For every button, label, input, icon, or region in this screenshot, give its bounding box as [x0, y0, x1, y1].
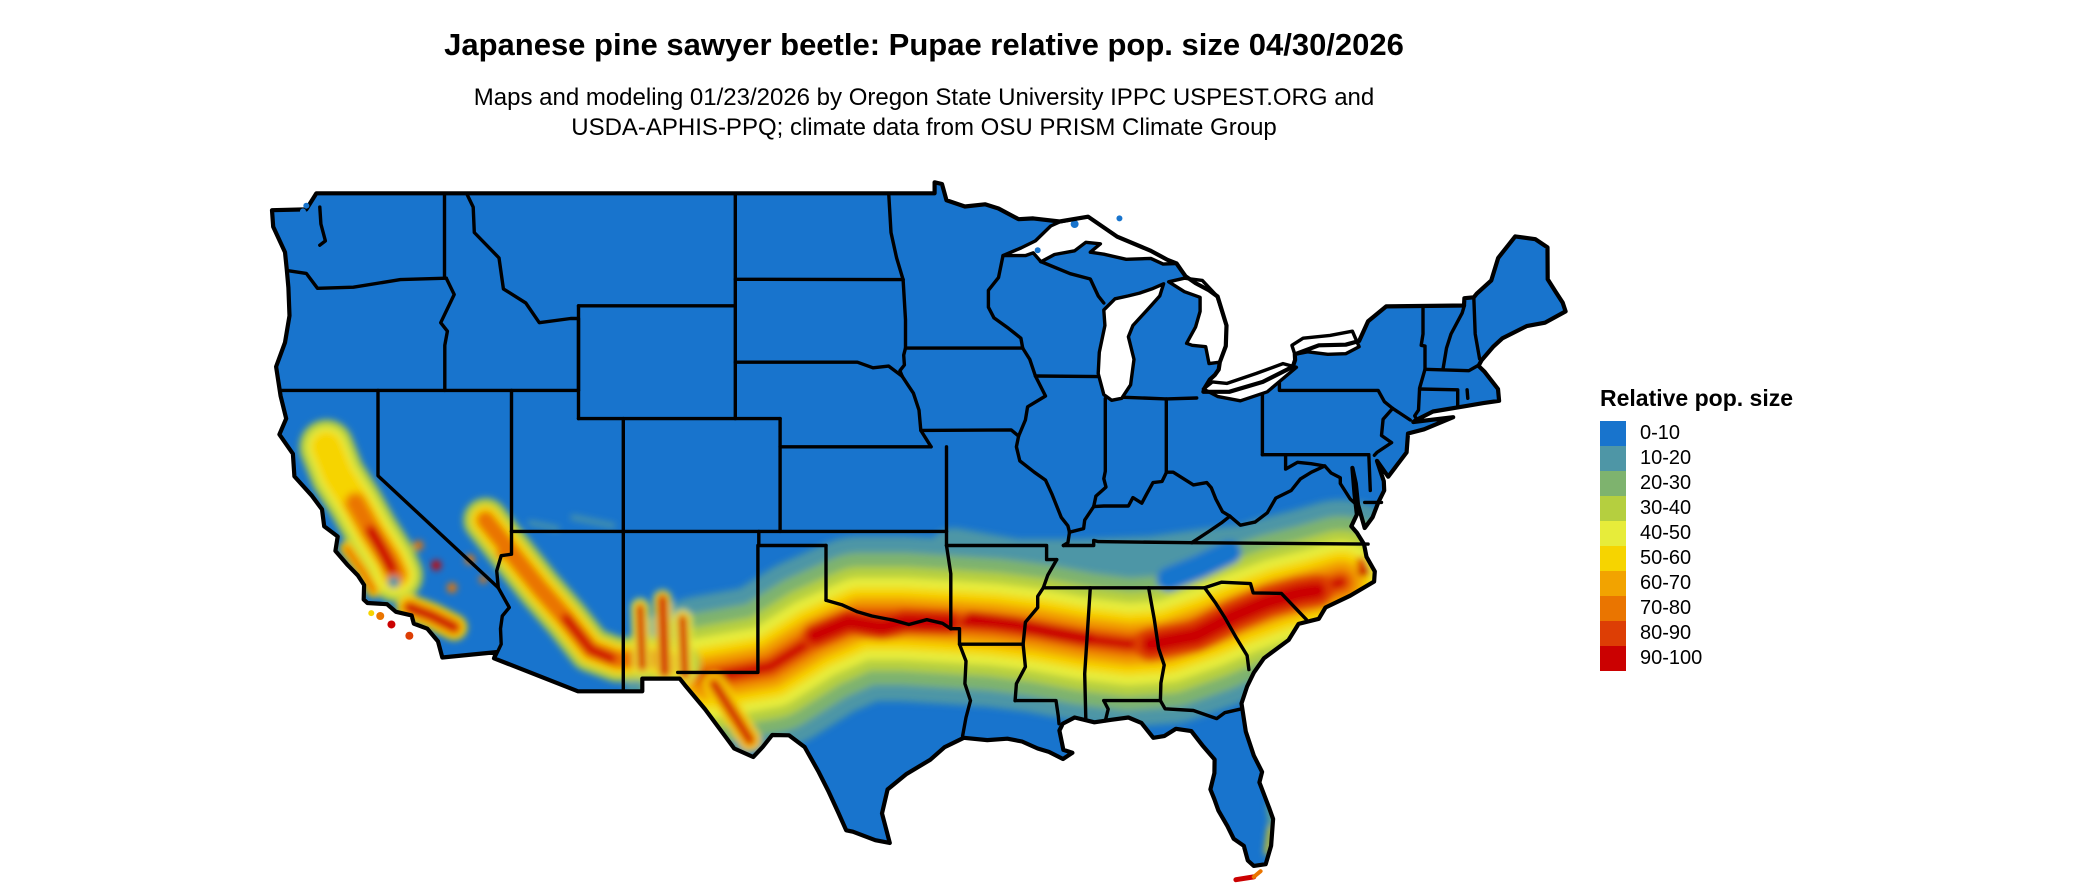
legend-item: 90-100	[1600, 646, 1793, 671]
figure-subtitle-line1: Maps and modeling 01/23/2026 by Oregon S…	[473, 84, 1375, 111]
legend-item-label: 0-10	[1640, 422, 1681, 444]
legend-item-label: 80-90	[1640, 622, 1692, 644]
legend-item-label: 50-60	[1640, 547, 1692, 569]
figure-subtitle-line2: USDA-APHIS-PPQ; climate data from OSU PR…	[571, 114, 1277, 141]
legend-item-label: 30-40	[1640, 497, 1692, 519]
legend-title: Relative pop. size	[1600, 385, 1794, 411]
legend-swatch	[1600, 646, 1626, 671]
legend-item: 10-20	[1600, 446, 1793, 471]
legend-item-label: 70-80	[1640, 597, 1692, 619]
legend-swatch	[1600, 546, 1626, 571]
legend-item: 0-10	[1600, 421, 1793, 446]
legend-swatch	[1600, 521, 1626, 546]
legend-item: 60-70	[1600, 571, 1793, 596]
figure-title: Japanese pine sawyer beetle: Pupae relat…	[444, 27, 1404, 62]
us-outline	[269, 180, 1568, 868]
legend-item-label: 60-70	[1640, 572, 1692, 594]
legend-item: 70-80	[1600, 596, 1793, 621]
legend-item-label: 20-30	[1640, 472, 1692, 494]
legend-item: 30-40	[1600, 496, 1793, 521]
legend: Relative pop. size 0-10 10-20 20-30 30-40 40…	[1600, 386, 1793, 671]
legend-item-label: 90-100	[1640, 647, 1703, 669]
legend-item: 20-30	[1600, 471, 1793, 496]
legend-swatch	[1600, 471, 1626, 496]
legend-item: 40-50	[1600, 521, 1793, 546]
legend-swatch	[1600, 496, 1626, 521]
offshore-features	[299, 202, 1263, 883]
legend-item: 50-60	[1600, 546, 1793, 571]
state-borders	[278, 191, 1482, 738]
legend-items: 0-10 10-20 20-30 30-40 40-50 50-60 60-70 70-80 8…	[1600, 421, 1793, 671]
legend-swatch	[1600, 446, 1626, 471]
legend-swatch	[1600, 571, 1626, 596]
legend-swatch	[1600, 621, 1626, 646]
legend-swatch	[1600, 421, 1626, 446]
legend-item-label: 10-20	[1640, 447, 1692, 469]
legend-item-label: 40-50	[1640, 522, 1692, 544]
heat-band-layers	[299, 419, 1424, 856]
legend-item: 80-90	[1600, 621, 1793, 646]
great-lakes	[1001, 215, 1361, 403]
legend-swatch	[1600, 596, 1626, 621]
